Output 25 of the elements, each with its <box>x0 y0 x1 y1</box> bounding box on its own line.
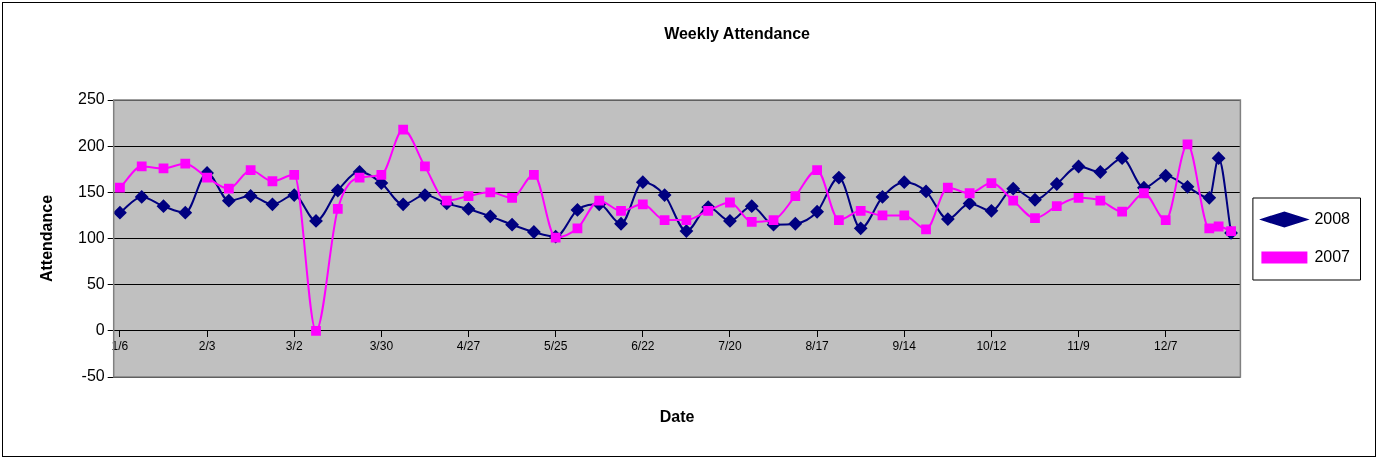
x-tick-label: 3/2 <box>285 339 303 354</box>
y-tick-label: 200 <box>77 136 105 154</box>
x-tick-label: 12/7 <box>1154 339 1178 354</box>
y-axis-title: Attendance <box>38 194 56 283</box>
x-tick-label: 11/9 <box>1067 339 1091 354</box>
x-tick-label: 8/17 <box>805 339 830 354</box>
x-tick-label: 5/25 <box>543 339 568 354</box>
x-tick-label: 9/14 <box>892 339 917 354</box>
y-tick-label: 0 <box>95 321 105 339</box>
y-tick-label: -50 <box>81 367 105 385</box>
y-tick-label: 100 <box>77 228 105 246</box>
x-tick-label: 2/3 <box>198 339 216 354</box>
legend-label: 2008 <box>1314 209 1351 227</box>
y-tick-label: 150 <box>77 182 105 200</box>
x-tick-label: 7/20 <box>718 339 742 354</box>
chart-title: Weekly Attendance <box>664 25 811 43</box>
x-axis-title: Date <box>659 408 695 426</box>
x-tick-label: 4/27 <box>456 339 481 354</box>
y-tick-label: 50 <box>86 275 105 293</box>
x-tick-label: 1/6 <box>111 339 129 354</box>
legend-label: 2007 <box>1314 247 1351 265</box>
x-tick-label: 6/22 <box>631 339 655 354</box>
y-tick-label: 250 <box>77 90 105 108</box>
x-tick-label: 3/30 <box>369 339 394 354</box>
x-tick-label: 10/12 <box>976 339 1007 354</box>
